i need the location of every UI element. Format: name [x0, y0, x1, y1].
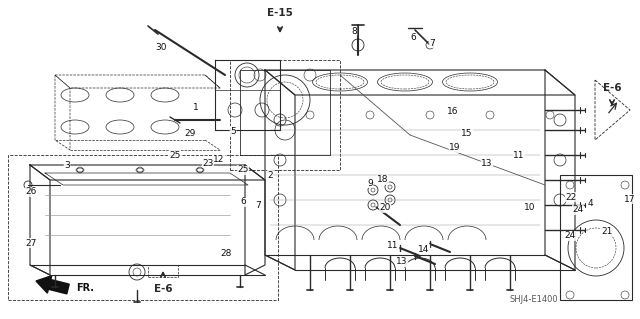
Text: 24: 24	[564, 232, 575, 241]
Text: 25: 25	[237, 166, 249, 174]
Text: 11: 11	[513, 151, 525, 160]
Text: 10: 10	[524, 204, 536, 212]
Text: 1: 1	[193, 103, 199, 113]
Bar	[8, 155, 278, 300]
Text: 2: 2	[267, 170, 273, 180]
Text: 12: 12	[213, 154, 225, 164]
Text: 13: 13	[481, 160, 493, 168]
Text: FR.: FR.	[76, 283, 94, 293]
Text: E-6: E-6	[154, 284, 172, 294]
FancyArrow shape	[36, 276, 69, 294]
Text: 27: 27	[26, 239, 36, 248]
Text: E-6: E-6	[603, 83, 621, 93]
Text: 16: 16	[447, 108, 459, 116]
Text: 25: 25	[170, 151, 180, 160]
Text: 20: 20	[380, 204, 390, 212]
Text: 6: 6	[240, 197, 246, 206]
Text: 28: 28	[220, 249, 232, 258]
Text: 23: 23	[202, 159, 214, 167]
Text: 7: 7	[255, 201, 261, 210]
Text: 6: 6	[410, 33, 416, 41]
Text: 26: 26	[26, 188, 36, 197]
Text: 7: 7	[429, 39, 435, 48]
Text: 14: 14	[419, 244, 429, 254]
Text: 13: 13	[396, 257, 408, 266]
Text: 30: 30	[156, 43, 167, 53]
Text: 21: 21	[602, 226, 612, 235]
Text: 3: 3	[64, 160, 70, 169]
Text: 22: 22	[565, 192, 577, 202]
Text: 11: 11	[387, 241, 399, 249]
Text: 15: 15	[461, 129, 473, 137]
Text: SHJ4-E1400: SHJ4-E1400	[510, 294, 559, 303]
Text: 4: 4	[587, 199, 593, 209]
Text: 18: 18	[377, 175, 388, 184]
Text: 19: 19	[449, 144, 461, 152]
Text: 5: 5	[230, 127, 236, 136]
Text: 9: 9	[367, 179, 373, 188]
Text: 17: 17	[624, 195, 636, 204]
Bar	[230, 60, 340, 170]
Text: 8: 8	[351, 26, 357, 35]
Bar	[148, 265, 178, 277]
Bar	[560, 175, 632, 300]
Text: 24: 24	[572, 205, 584, 214]
Text: E-15: E-15	[267, 8, 293, 18]
Text: 29: 29	[184, 129, 196, 137]
